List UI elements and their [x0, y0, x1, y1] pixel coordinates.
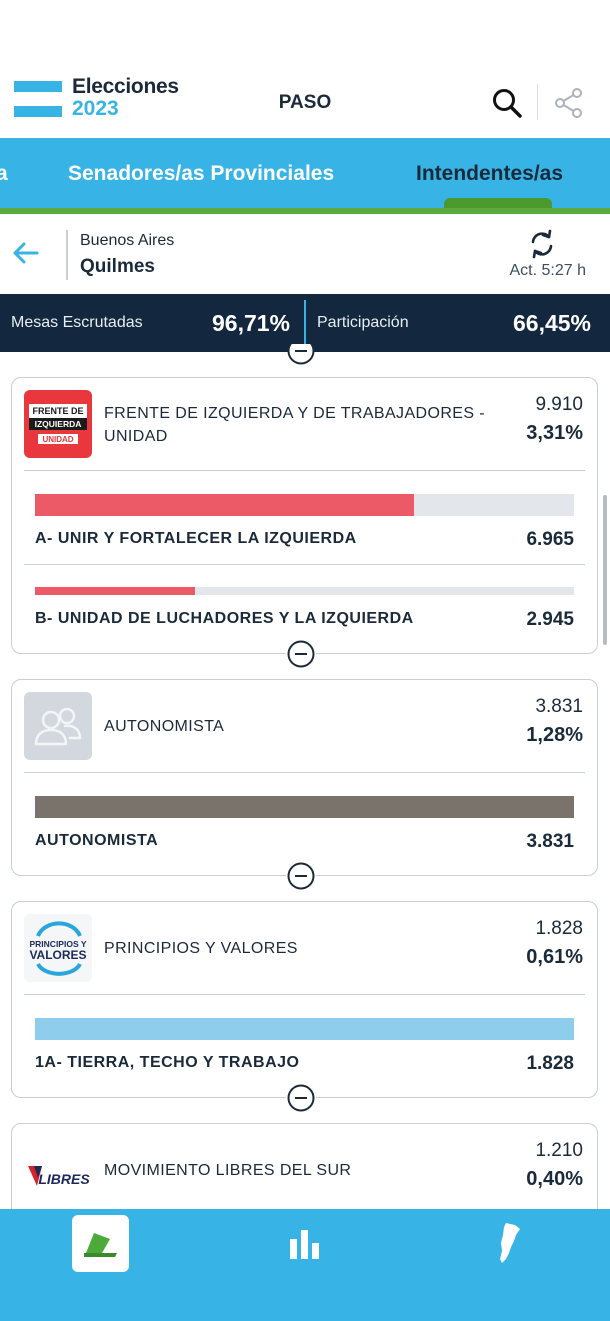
card-divider	[24, 994, 585, 995]
list-bar-track	[35, 796, 574, 818]
update-timestamp: Act. 5:27 h	[509, 262, 587, 279]
nav-ballot-button[interactable]	[72, 1215, 129, 1272]
list-votes: 6.965	[526, 529, 574, 550]
list-bar-fill	[35, 1018, 574, 1040]
party-logo-principios: PRINCIPIOS Y VALORES	[24, 914, 92, 982]
arrow-left-icon[interactable]	[12, 241, 40, 265]
logo-year: 2023	[72, 97, 119, 120]
party-name: FRENTE DE IZQUIERDA Y DE TRABAJADORES - …	[104, 402, 485, 448]
app-header: Elecciones 2023 PASO	[0, 60, 610, 138]
party-percentage: 3,31%	[526, 422, 583, 444]
party-card-principios-y-valores[interactable]: PRINCIPIOS Y VALORES PRINCIPIOS Y VALORE…	[11, 901, 598, 1098]
ballot-icon	[84, 1233, 117, 1257]
bar-chart-icon[interactable]	[288, 1227, 322, 1261]
party-card-fit-unidad[interactable]: FRENTE DE IZQUIERDA UNIDAD FRENTE DE IZQ…	[11, 377, 598, 654]
principios-logo-text-2: VALORES	[29, 948, 86, 962]
list-votes: 2.945	[526, 609, 574, 630]
party-percentage: 0,61%	[526, 946, 583, 968]
party-logo-libres: LIBRES	[24, 1136, 92, 1204]
principios-logo-text-1: PRINCIPIOS Y	[30, 939, 87, 949]
party-name-line2: UNIDAD	[104, 428, 168, 445]
bottom-nav	[0, 1209, 610, 1321]
list-bar-fill	[35, 796, 574, 818]
card-divider	[24, 564, 585, 565]
tabs-underline	[0, 208, 610, 214]
party-name: MOVIMIENTO LIBRES DEL SUR	[104, 1162, 352, 1179]
category-tabs: a Senadores/as Provinciales Intendentes/…	[0, 138, 610, 208]
list-name: AUTONOMISTA	[35, 832, 159, 849]
location-city[interactable]: Quilmes	[80, 256, 155, 277]
header-divider	[537, 84, 538, 120]
participacion-value: 66,45%	[513, 310, 592, 336]
party-name: PRINCIPIOS Y VALORES	[104, 940, 298, 957]
party-percentage: 0,40%	[526, 1168, 583, 1190]
fit-logo-text-2: IZQUIERDA	[35, 419, 82, 429]
minus-circle-icon[interactable]	[286, 861, 316, 891]
party-logo-fit: FRENTE DE IZQUIERDA UNIDAD	[24, 390, 92, 458]
party-percentage: 1,28%	[526, 724, 583, 746]
list-name: B- UNIDAD DE LUCHADORES Y LA IZQUIERDA	[35, 610, 414, 627]
list-name: 1A- TIERRA, TECHO Y TRABAJO	[35, 1054, 300, 1071]
tab-senadores-provinciales[interactable]: Senadores/as Provinciales	[68, 162, 335, 185]
list-bar-track	[35, 1018, 574, 1040]
location-bar: Buenos Aires Quilmes Act. 5:27 h	[0, 214, 610, 294]
logo-title: Elecciones	[72, 75, 179, 98]
mesas-escrutadas-value: 96,71%	[212, 310, 291, 336]
location-province: Buenos Aires	[80, 232, 175, 249]
elecciones-logo	[14, 78, 76, 120]
card-divider	[24, 772, 585, 773]
libres-logo-text: LIBRES	[38, 1171, 90, 1187]
list-bar-fill	[35, 587, 196, 595]
party-votes: 1.828	[535, 918, 583, 939]
share-icon[interactable]	[554, 87, 584, 119]
minus-circle-icon[interactable]	[286, 344, 316, 366]
tab-previous[interactable]: a	[0, 162, 8, 185]
fit-logo-text-3: UNIDAD	[42, 435, 73, 444]
fit-logo-text-1: FRENTE DE	[32, 406, 83, 416]
scrollbar[interactable]	[603, 495, 607, 645]
party-votes: 1.210	[535, 1140, 583, 1161]
party-name-line1: FRENTE DE IZQUIERDA Y DE TRABAJADORES -	[104, 405, 486, 422]
active-tab-indicator	[444, 198, 552, 210]
list-bar-fill	[35, 494, 414, 516]
list-name: A- UNIR Y FORTALECER LA IZQUIERDA	[35, 530, 357, 547]
list-votes: 1.828	[526, 1053, 574, 1074]
refresh-icon[interactable]	[527, 229, 557, 259]
party-card-autonomista[interactable]: AUTONOMISTA 3.831 1,28% AUTONOMISTA 3.83…	[11, 679, 598, 876]
party-logo-placeholder	[24, 692, 92, 760]
party-votes: 3.831	[535, 696, 583, 717]
minus-circle-icon[interactable]	[286, 639, 316, 669]
list-votes: 3.831	[526, 831, 574, 852]
search-icon[interactable]	[491, 87, 523, 119]
party-name: AUTONOMISTA	[104, 718, 225, 735]
location-separator	[66, 230, 68, 280]
list-bar-track	[35, 587, 574, 595]
stats-bar: Mesas Escrutadas 96,71% Participación 66…	[0, 294, 610, 352]
tab-intendentes[interactable]: Intendentes/as	[416, 162, 564, 185]
argentina-map-icon[interactable]	[496, 1221, 522, 1265]
mesas-escrutadas-label: Mesas Escrutadas	[11, 314, 143, 331]
list-bar-track	[35, 494, 574, 516]
card-divider	[24, 470, 585, 471]
logo-text: Elecciones 2023	[72, 76, 179, 119]
page-title: PASO	[278, 92, 332, 113]
participacion-label: Participación	[317, 314, 409, 331]
party-votes: 9.910	[535, 394, 583, 415]
users-icon	[34, 707, 82, 746]
stats-separator	[304, 300, 306, 346]
minus-circle-icon[interactable]	[286, 1083, 316, 1113]
